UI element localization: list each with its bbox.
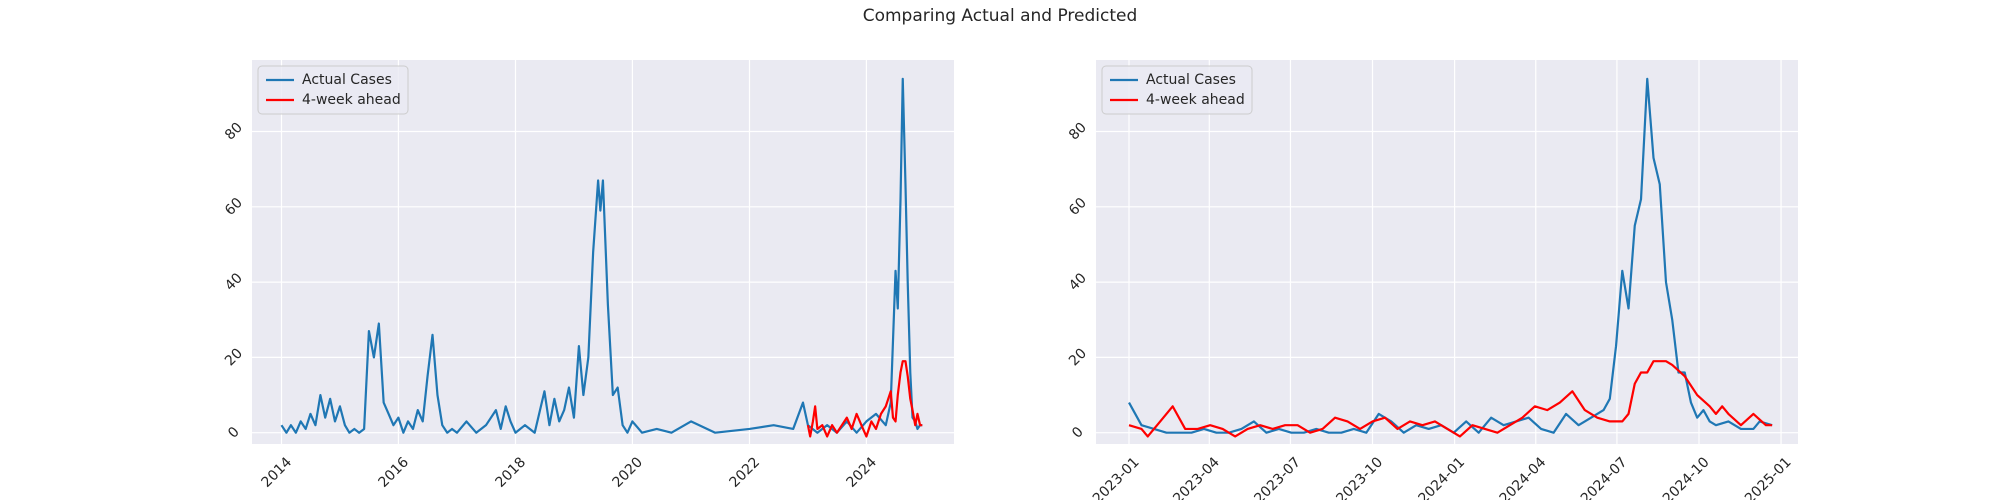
series-line-four-week-ahead [1128,360,1773,438]
x-tick-label: 2023-01 [1090,454,1143,500]
y-tick-label: 0 [225,424,243,442]
legend-box [257,65,409,115]
x-tick-label: 2022 [727,454,764,491]
y-tick-label: 20 [222,345,246,369]
x-tick-label: 2016 [375,454,412,491]
x-tick-label: 2024-01 [1416,454,1469,500]
legend-label: 4-week ahead [302,92,401,108]
x-tick-label: 2024-07 [1578,454,1631,500]
x-tick-label: 2020 [609,454,646,491]
x-tick-label: 2018 [493,454,530,491]
chart-panel-right: 0 20 40 60 80 2023-01 2023-04 2023-07 2023-10 202… [1066,60,1798,500]
x-tick-label: 2024-04 [1497,454,1550,500]
x-tick-label: 2023-10 [1333,454,1386,500]
x-tick-label: 2024 [843,454,880,491]
legend-label: 4-week ahead [1146,92,1245,108]
y-tick-label: 80 [222,120,246,144]
x-tick-label: 2023-04 [1170,454,1223,500]
series-line-four-week-ahead [806,360,923,438]
legend-label: Actual Cases [302,72,392,88]
series-line-actual-cases [1128,77,1773,434]
y-tick-label: 0 [1069,424,1087,442]
y-tick-label: 40 [222,270,246,294]
legend-box [1101,65,1253,115]
y-tick-label: 60 [1066,195,1090,219]
y-tick-label: 20 [1066,345,1090,369]
figure-title: Comparing Actual and Predicted [862,6,1138,26]
series-line-actual-cases [280,77,923,434]
plot-area [252,60,954,444]
x-tick-label: 2023-07 [1251,454,1304,500]
plot-area [1096,60,1798,444]
y-tick-label: 40 [1066,270,1090,294]
y-tick-label: 80 [1066,120,1090,144]
y-tick-label: 60 [222,195,246,219]
chart-panel-left: 0 20 40 60 80 2014 2016 2018 2020 2022 2024 Actual … [222,60,954,491]
x-tick-label: 2025-01 [1742,454,1795,500]
x-tick-label: 2014 [259,454,296,491]
x-tick-label: 2024-10 [1660,454,1713,500]
legend-label: Actual Cases [1146,72,1236,88]
